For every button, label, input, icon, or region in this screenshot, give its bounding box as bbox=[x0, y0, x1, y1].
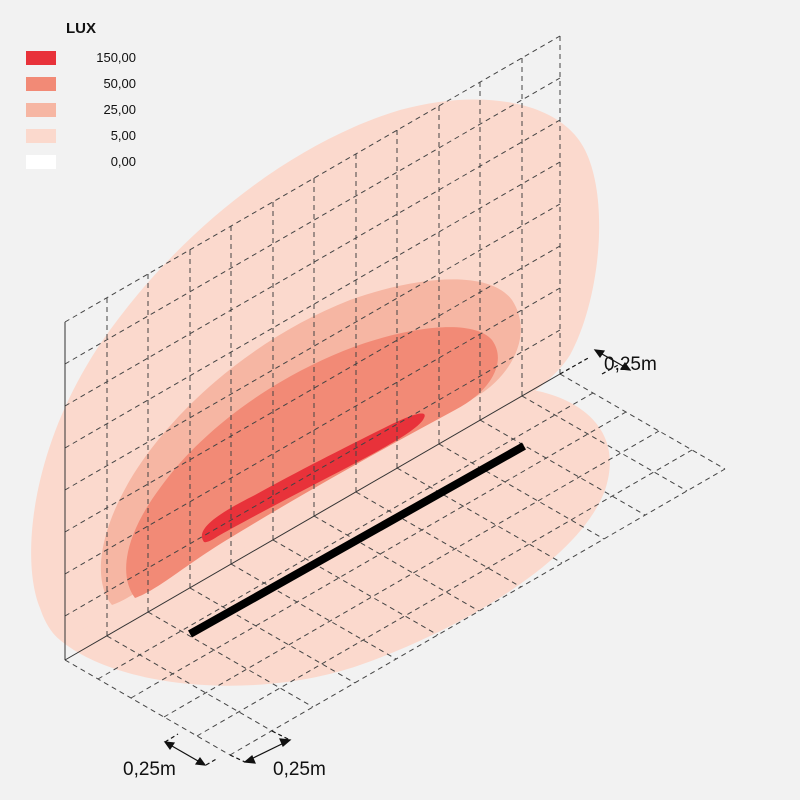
legend-label: 50,00 bbox=[103, 76, 136, 91]
right-dimension bbox=[559, 349, 632, 375]
luminaire-bar bbox=[188, 442, 526, 638]
bottom-right-dimension bbox=[229, 730, 292, 764]
legend-title: LUX bbox=[66, 20, 96, 37]
legend-swatch bbox=[26, 77, 56, 91]
bottom-right-dimension-label: 0,25m bbox=[273, 759, 326, 780]
wall-floor-edge bbox=[64, 322, 561, 661]
legend-swatch bbox=[26, 155, 56, 169]
legend-item: 50,00 bbox=[26, 76, 136, 92]
wall-zone-150-lux bbox=[201, 413, 425, 543]
floor-grid bbox=[64, 373, 726, 756]
legend-swatch bbox=[26, 103, 56, 117]
legend-swatch bbox=[26, 129, 56, 143]
bottom-left-dimension bbox=[163, 733, 219, 766]
legend-label: 25,00 bbox=[103, 102, 136, 117]
legend-item: 25,00 bbox=[26, 102, 136, 118]
bottom-left-dimension-label: 0,25m bbox=[123, 759, 176, 780]
legend-item: 150,00 bbox=[26, 50, 136, 66]
legend-label: 0,00 bbox=[110, 154, 136, 169]
legend-label: 150,00 bbox=[96, 50, 136, 65]
legend-swatch bbox=[26, 51, 56, 65]
legend-label: 5,00 bbox=[110, 128, 136, 143]
right-dimension-label: 0,25m bbox=[604, 354, 657, 375]
legend-item: 5,00 bbox=[26, 128, 136, 144]
legend-item: 0,00 bbox=[26, 154, 136, 170]
